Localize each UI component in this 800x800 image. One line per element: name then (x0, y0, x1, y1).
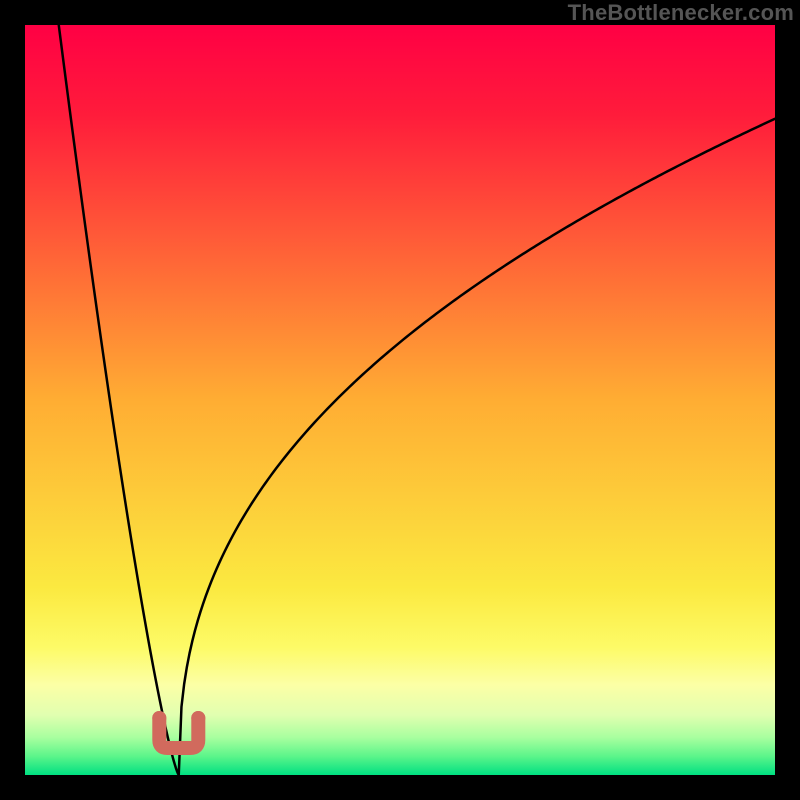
marker-dot-left (152, 711, 166, 725)
marker-dot-right (191, 711, 205, 725)
watermark-text: TheBottlenecker.com (568, 0, 794, 26)
chart-background (25, 25, 775, 775)
